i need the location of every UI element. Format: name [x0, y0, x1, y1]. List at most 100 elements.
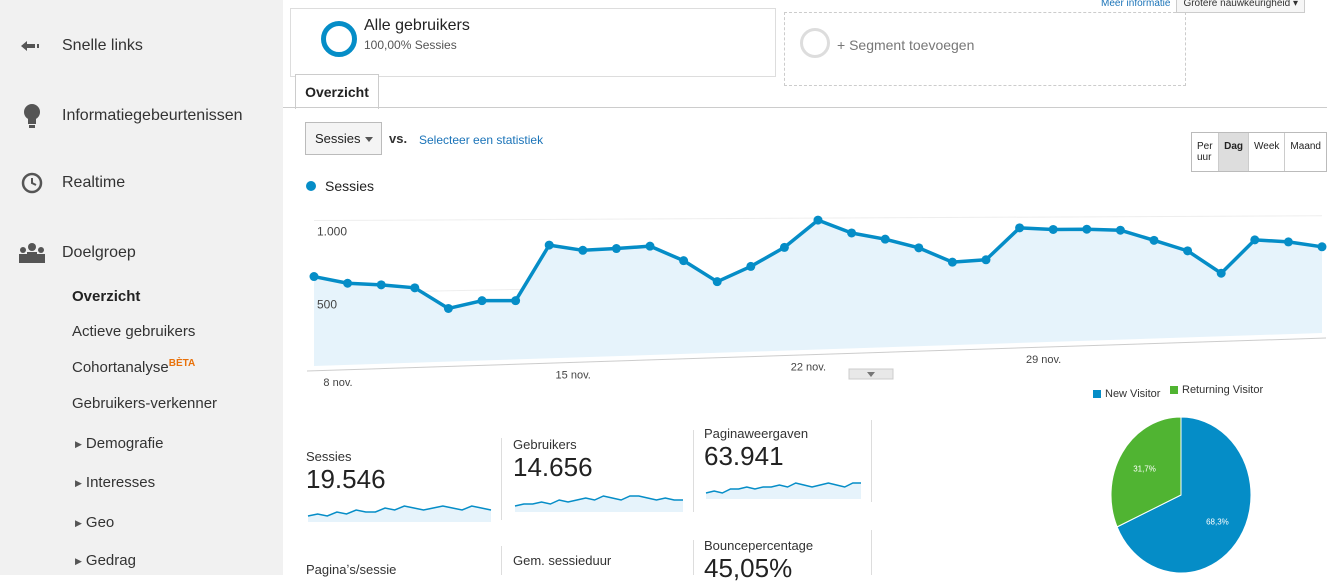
sessions-point [813, 215, 823, 225]
arrow-left-icon [18, 32, 46, 60]
add-segment-button[interactable]: + Segment toevoegen [784, 12, 1186, 86]
add-segment-label: + Segment toevoegen [837, 37, 975, 53]
precision-select[interactable]: Grotere nauwkeurigheid ▾ [1176, 0, 1305, 13]
nav-label-realtime: Realtime [62, 174, 126, 191]
metric-paginaweergaven[interactable]: Paginaweergaven 63.941 [704, 426, 808, 472]
sidebar-item-interesses[interactable]: ▶ Interesses [75, 474, 155, 491]
metric-label: Bouncepercentage [704, 538, 814, 553]
sessions-point [477, 296, 487, 306]
nav-item-snelle-links[interactable]: Snelle links [0, 26, 283, 66]
sparkline-area [515, 496, 683, 512]
metric-sessies[interactable]: Sessies 19.546 [306, 449, 386, 495]
segment-title: Alle gebruikers [364, 17, 470, 34]
vs-label: vs. [389, 131, 408, 146]
sessions-point [1317, 242, 1327, 252]
segment-ring-icon [321, 21, 357, 57]
sessions-point [1015, 223, 1025, 233]
sessions-point [947, 257, 957, 267]
x-tick-label: 29 nov. [1026, 354, 1061, 366]
metric-divider [501, 438, 502, 520]
tab-overzicht[interactable]: Overzicht [295, 74, 379, 109]
legend-swatch [1093, 390, 1101, 398]
select-metric-link[interactable]: Selecteer een statistiek [419, 133, 544, 147]
sidebar-item-label: Overzicht [72, 288, 141, 305]
x-tick-label: 8 nov. [323, 377, 352, 389]
clock-icon [18, 169, 46, 197]
x-axis-line [306, 337, 1327, 372]
sessions-point [981, 255, 991, 265]
metric-dropdown[interactable]: Sessies [305, 122, 382, 155]
sessions-point [1216, 268, 1226, 278]
metric-gebruikers[interactable]: Gebruikers 14.656 [513, 437, 593, 483]
more-info-link[interactable]: Meer informatie [1100, 0, 1171, 9]
sidebar-item-gedrag[interactable]: ▶ Gedrag [75, 552, 136, 569]
sidebar-item-cohortanalyse[interactable]: CohortanalyseBÈTA [72, 358, 195, 376]
pie-data-label: 68,3% [1206, 517, 1229, 526]
pie-slice [1116, 416, 1252, 574]
sidebar-item-gebruikers-verkenner[interactable]: Gebruikers-verkenner [72, 395, 217, 412]
x-tick-label: 15 nov. [556, 369, 591, 381]
topbar-right: Meer informatie Grotere nauwkeurigheid ▾ [1101, 0, 1305, 13]
sidebar-item-label: Gebruikers-verkenner [72, 395, 218, 412]
legend-label: New Visitor [1105, 388, 1161, 400]
metric-dropdown-value: Sessies [315, 131, 361, 146]
sidebar-item-overzicht[interactable]: Overzicht [72, 288, 140, 305]
tab-divider [283, 107, 1327, 108]
metric-label: Sessies [306, 449, 352, 464]
y-tick-label: 500 [317, 297, 337, 311]
beta-badge: BÈTA [168, 358, 196, 369]
sidebar-item-label: Cohortanalyse [72, 359, 169, 376]
sidebar-item-geo[interactable]: ▶ Geo [75, 514, 114, 531]
pie-legend-returning-visitor[interactable]: Returning Visitor [1170, 384, 1263, 396]
chevron-down-icon [867, 372, 875, 377]
nav-label-snelle-links: Snelle links [62, 37, 143, 54]
sessions-point [1183, 246, 1193, 256]
x-tick-label: 22 nov. [791, 362, 826, 374]
nav-item-informatiegebeurtenissen[interactable]: Informatiegebeurtenissen [0, 96, 283, 136]
sessions-legend-label: Sessies [325, 178, 375, 194]
metric-divider [693, 540, 694, 575]
metric-gem-sessieduur[interactable]: Gem. sessieduur [513, 553, 611, 568]
sidebar-item-actieve-gebruikers[interactable]: Actieve gebruikers [72, 323, 195, 340]
metric-divider [693, 430, 694, 512]
period-maand[interactable]: Maand [1285, 133, 1326, 171]
sessions-point [309, 272, 319, 282]
metric-paginas-per-sessie[interactable]: Paginaʼs/sessie [306, 562, 396, 577]
metric-divider [871, 530, 872, 575]
sessions-point [712, 277, 722, 287]
metric-value: 19.546 [306, 464, 386, 494]
expand-triangle-icon: ▶ [75, 478, 82, 488]
period-dag[interactable]: Dag [1219, 133, 1250, 171]
sidebar-item-label: Actieve gebruikers [72, 323, 196, 340]
sessions-point [746, 261, 756, 271]
sessions-point [1082, 224, 1092, 234]
expand-triangle-icon: ▶ [75, 439, 82, 449]
period-per-uur[interactable]: Per uur [1192, 133, 1220, 171]
nav-label-informatiegebeurtenissen: Informatiegebeurtenissen [62, 107, 243, 124]
period-week[interactable]: Week [1249, 133, 1286, 171]
metric-label: Paginaweergaven [704, 426, 809, 441]
segment-card-all-users[interactable]: Alle gebruikers 100,00% Sessies [290, 8, 776, 77]
sidebar-item-label: Interesses [85, 474, 156, 491]
sessions-point [544, 240, 554, 250]
nav-item-realtime[interactable]: Realtime [0, 163, 283, 203]
metric-divider [871, 420, 872, 502]
expand-triangle-icon: ▶ [75, 556, 82, 566]
legend-swatch [1170, 386, 1178, 394]
sidebar-item-demografie[interactable]: ▶ Demografie [75, 435, 163, 452]
sessions-point [1115, 225, 1125, 235]
sessions-point [1048, 224, 1058, 234]
sessions-point [880, 234, 890, 244]
sidebar-item-label: Demografie [85, 435, 164, 452]
sessions-point [410, 283, 420, 293]
nav-label-doelgroep: Doelgroep [62, 244, 136, 261]
sessions-point [443, 303, 453, 313]
segment-subtitle: 100,00% Sessies [364, 38, 457, 52]
pie-legend-new-visitor[interactable]: New Visitor [1093, 388, 1160, 400]
sessions-point [779, 242, 789, 252]
metric-value: 14.656 [513, 452, 593, 482]
sessions-area [314, 220, 1322, 366]
metric-bouncepercentage[interactable]: Bouncepercentage 45,05% [704, 538, 813, 584]
metric-divider [501, 546, 502, 575]
nav-item-doelgroep[interactable]: Doelgroep [0, 233, 283, 273]
